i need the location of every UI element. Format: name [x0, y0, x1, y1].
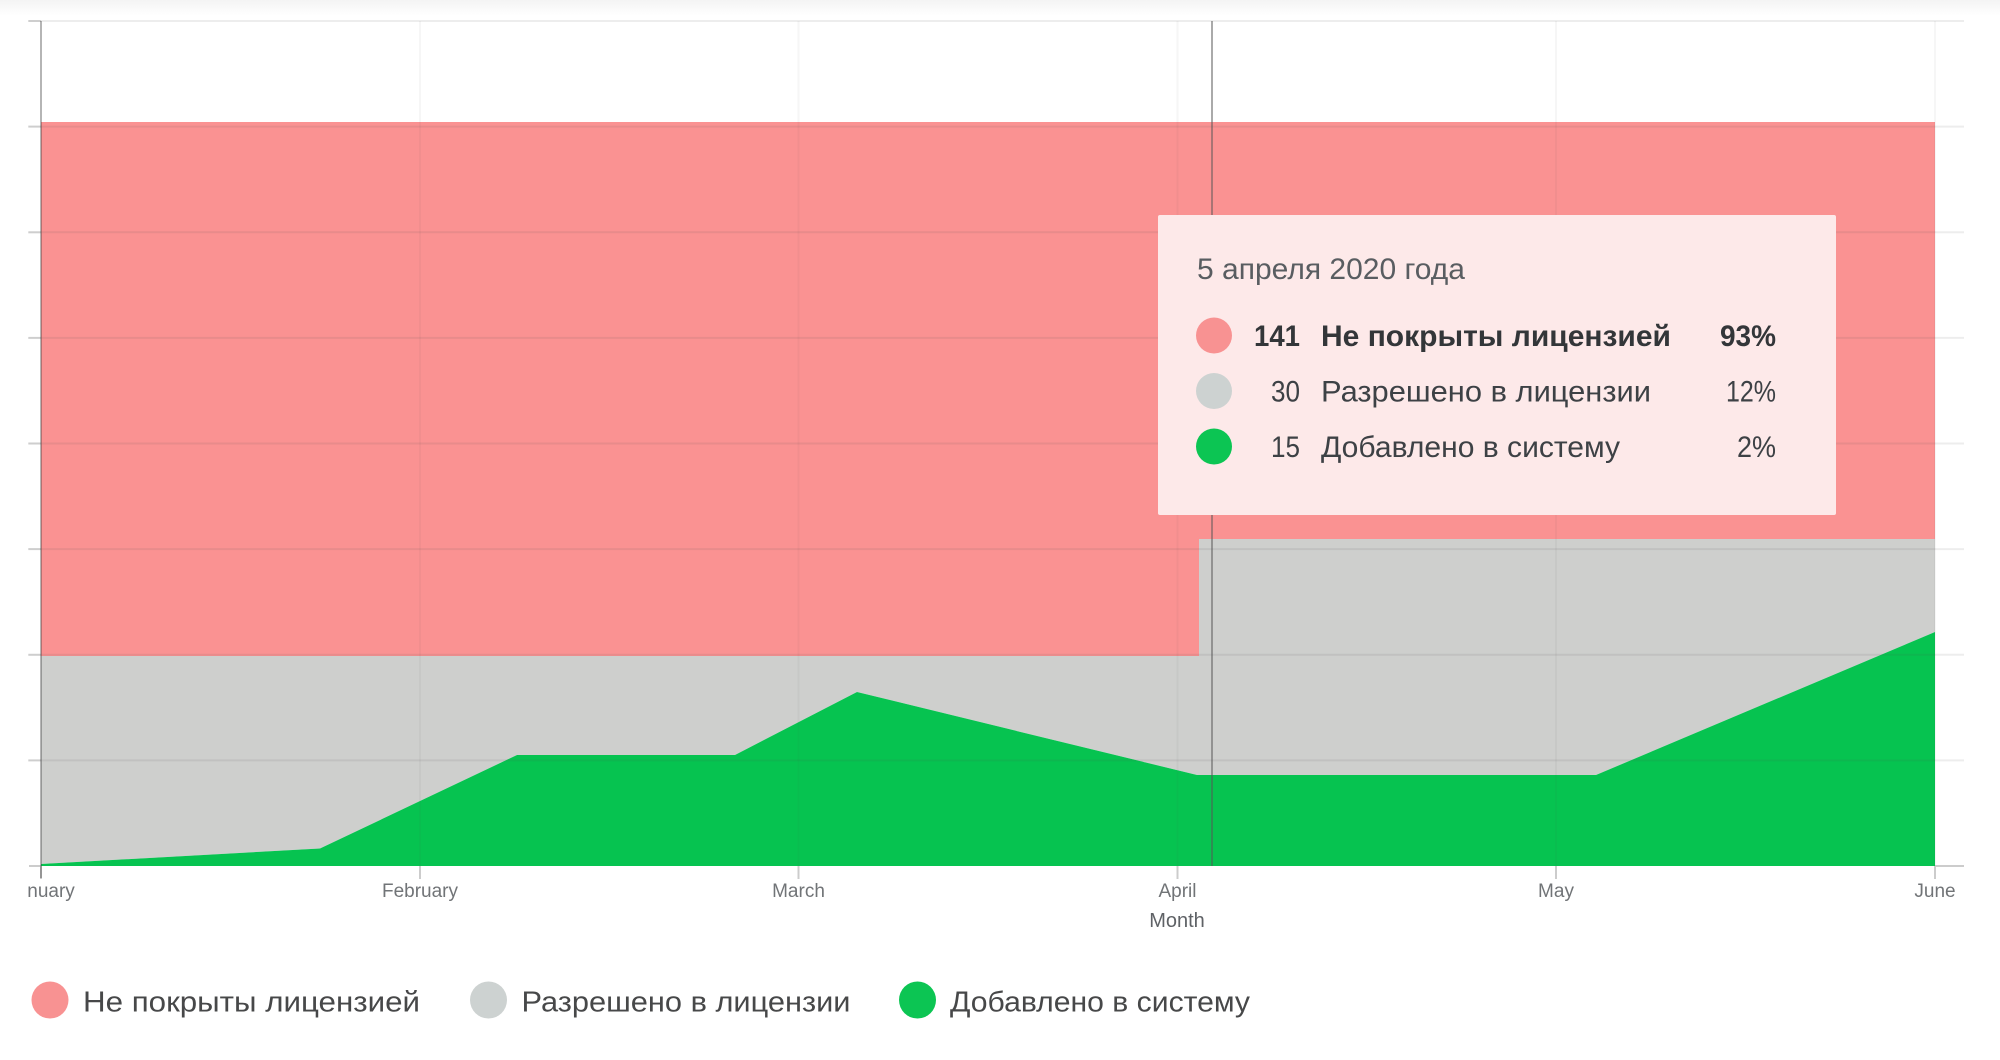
svg-text:30: 30 — [1271, 376, 1300, 409]
svg-text:141: 141 — [1254, 320, 1300, 353]
svg-text:Не покрыты лицензией: Не покрыты лицензией — [1321, 320, 1671, 353]
svg-text:April: April — [1158, 881, 1196, 902]
svg-text:93%: 93% — [1720, 320, 1776, 353]
svg-text:12%: 12% — [1726, 376, 1776, 409]
svg-text:Month: Month — [1149, 910, 1205, 932]
svg-text:Разрешено в лицензии: Разрешено в лицензии — [1321, 376, 1651, 409]
svg-text:2%: 2% — [1737, 431, 1776, 464]
svg-text:Разрешено в лицензии: Разрешено в лицензии — [522, 987, 851, 1019]
svg-text:February: February — [382, 881, 459, 902]
svg-text:May: May — [1538, 881, 1574, 902]
svg-text:Добавлено в систему: Добавлено в систему — [950, 987, 1251, 1019]
svg-text:Добавлено в систему: Добавлено в систему — [1321, 431, 1620, 464]
svg-text:March: March — [772, 881, 825, 902]
svg-text:Не покрыты лицензией: Не покрыты лицензией — [83, 987, 420, 1019]
svg-text:15: 15 — [1271, 431, 1300, 464]
svg-text:June: June — [1914, 881, 1955, 902]
svg-text:5 апреля 2020 года: 5 апреля 2020 года — [1197, 253, 1465, 286]
